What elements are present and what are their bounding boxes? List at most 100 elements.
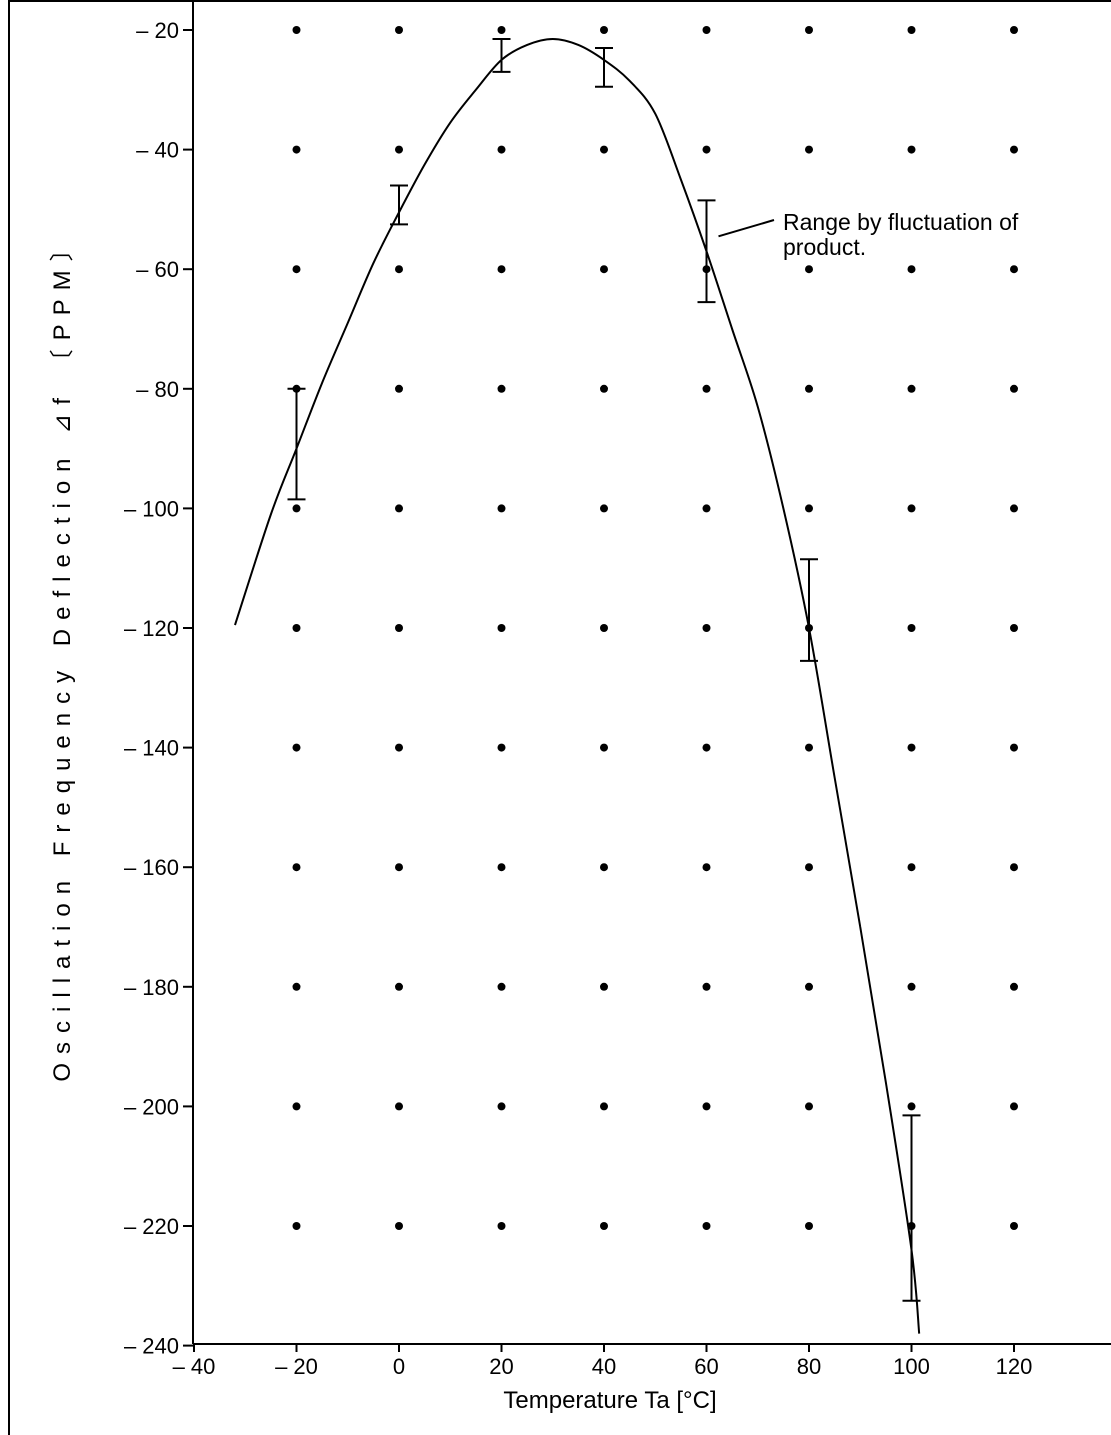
grid-dot [292,863,301,872]
error-bar [902,1114,921,1302]
grid-dot [1010,26,1018,34]
grid-dot [497,145,506,154]
grid-dot [805,265,813,274]
annotation-text-line2: product. [783,234,866,260]
grid-dot [395,1222,403,1230]
grid-dot [907,26,916,34]
grid-dot [805,743,813,752]
grid-dot [497,982,506,991]
grid-dot [805,504,813,513]
grid-dot [702,145,711,154]
annotation-leader-line [718,219,775,238]
annotation-text-line1: Range by fluctuation of [783,209,1019,235]
y-tick-label: – 180 [124,975,179,1000]
y-tick-label: – 80 [136,377,179,402]
error-bar [390,184,408,226]
x-tick-label: 20 [489,1354,513,1379]
grid-dot [497,624,506,632]
grid-dot [1010,384,1018,393]
grid-dot [292,145,301,154]
grid-dot [702,624,711,632]
grid-dot [600,863,608,872]
grid-dot [600,145,608,154]
grid-dot [395,26,403,34]
grid-dot [702,504,711,513]
x-tick-label: 100 [893,1354,930,1379]
grid-dot [600,1102,608,1111]
grid-dot [907,384,916,393]
grid-dot [907,145,916,154]
top-border [8,0,1111,2]
grid-dot [497,1102,506,1111]
x-tick-label: – 20 [275,1354,318,1379]
grid-dot [907,743,916,752]
x-tick-label: 80 [797,1354,821,1379]
grid-dot [395,863,403,872]
grid-dot [702,384,711,393]
grid-dot [395,145,403,154]
grid-dot [600,624,608,632]
grid-dot [805,384,813,393]
grid-dot [702,26,711,34]
grid-dot [292,982,301,991]
y-axis-ticks: – 20 – 40 – 60 – 80 – 100 – 120 – 140 – 160 – 18… [124,18,193,1359]
grid-dot [600,504,608,513]
grid-dot [395,265,403,274]
grid-dot [1010,1102,1018,1111]
error-bar [287,387,306,501]
y-tick-label: – 220 [124,1214,179,1239]
left-border [8,0,10,1435]
grid-dot [497,26,506,34]
series-line [234,37,921,1334]
grid-dot [497,265,506,274]
grid-dot [292,743,301,752]
grid-dot [292,504,301,513]
grid-dot [600,743,608,752]
grid-dot [805,145,813,154]
grid-dot [1010,1222,1018,1230]
grid-dot [395,384,403,393]
grid-dots [292,26,1018,1230]
grid-dot [497,863,506,872]
x-tick-label: 60 [694,1354,718,1379]
grid-dot [292,26,301,34]
grid-dot [805,1222,813,1230]
grid-dot [292,624,301,632]
grid-dot [292,265,301,274]
y-tick-label: – 160 [124,855,179,880]
grid-dot [805,982,813,991]
error-bar [595,46,613,88]
grid-dot [1010,504,1018,513]
grid-dot [395,624,403,632]
y-tick-label: – 120 [124,616,179,641]
x-tick-label: 0 [393,1354,405,1379]
x-tick-label: – 40 [173,1354,216,1379]
y-tick-label: – 140 [124,736,179,761]
error-bar [492,37,511,73]
y-tick-label: – 60 [136,257,179,282]
grid-dot [395,1102,403,1111]
x-axis-title: Temperature Ta [°C] [503,1387,716,1414]
axes [192,0,1111,1345]
grid-dot [1010,982,1018,991]
grid-dot [600,982,608,991]
grid-dot [907,863,916,872]
grid-dot [497,384,506,393]
grid-dot [1010,145,1018,154]
x-tick-label: 40 [592,1354,616,1379]
grid-dot [805,26,813,34]
y-axis-title: Oscillation Frequency Deflection ⊿f 〔PPM… [49,228,76,1081]
x-axis-ticks: – 40 – 20 0 20 40 60 80 100 120 [173,1344,1032,1379]
error-bar [697,199,716,304]
grid-dot [805,1102,813,1111]
grid-dot [702,1102,711,1111]
grid-dot [907,982,916,991]
grid-dot [497,743,506,752]
grid-dot [702,743,711,752]
y-tick-label: – 20 [136,18,179,43]
grid-dot [600,26,608,34]
grid-dot [497,504,506,513]
grid-dot [395,743,403,752]
grid-dot [1010,863,1018,872]
